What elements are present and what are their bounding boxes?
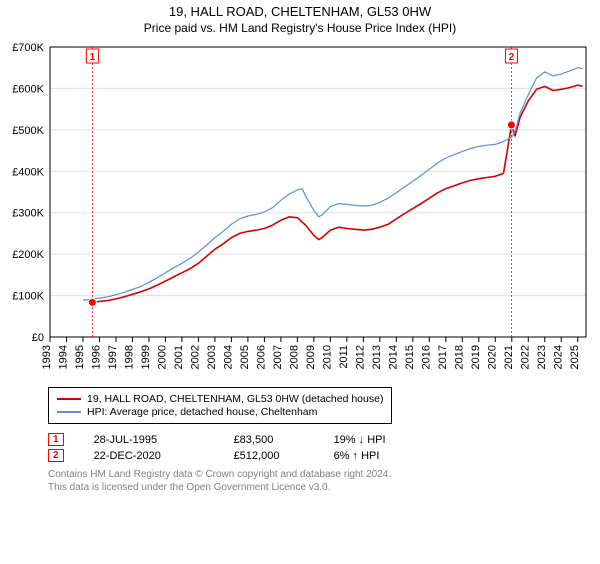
svg-text:2012: 2012 — [354, 345, 366, 369]
svg-text:2011: 2011 — [338, 345, 350, 369]
svg-text:2016: 2016 — [420, 345, 432, 369]
sale-hpi-delta: 19% ↓ HPI — [334, 434, 414, 446]
page-title: 19, HALL ROAD, CHELTENHAM, GL53 0HW — [0, 4, 600, 19]
svg-text:£600K: £600K — [12, 83, 44, 95]
svg-text:£200K: £200K — [12, 249, 44, 261]
svg-text:2015: 2015 — [404, 345, 416, 369]
svg-text:£100K: £100K — [12, 291, 44, 303]
svg-text:2007: 2007 — [272, 345, 284, 369]
svg-text:2006: 2006 — [255, 345, 267, 369]
svg-text:1998: 1998 — [123, 345, 135, 369]
svg-text:1995: 1995 — [74, 345, 86, 369]
sale-badge: 2 — [48, 449, 64, 462]
svg-text:2000: 2000 — [156, 345, 168, 369]
svg-text:2019: 2019 — [470, 345, 482, 369]
sale-date: 22-DEC-2020 — [94, 450, 204, 462]
svg-text:2004: 2004 — [222, 345, 234, 369]
svg-text:2024: 2024 — [552, 345, 564, 369]
svg-text:1999: 1999 — [140, 345, 152, 369]
svg-text:2009: 2009 — [305, 345, 317, 369]
svg-text:£0: £0 — [32, 332, 44, 344]
svg-text:1997: 1997 — [107, 345, 119, 369]
svg-text:2025: 2025 — [569, 345, 581, 369]
sales-table: 1 28-JUL-1995 £83,500 19% ↓ HPI 2 22-DEC-2020… — [48, 433, 600, 462]
sale-price: £512,000 — [234, 450, 304, 462]
svg-text:1993: 1993 — [41, 345, 53, 369]
svg-text:2: 2 — [509, 52, 515, 63]
svg-text:2021: 2021 — [503, 345, 515, 369]
footer-line: Contains HM Land Registry data © Crown c… — [48, 468, 600, 481]
svg-text:2010: 2010 — [321, 345, 333, 369]
page-subtitle: Price paid vs. HM Land Registry's House … — [0, 21, 600, 35]
sale-row: 2 22-DEC-2020 £512,000 6% ↑ HPI — [48, 449, 600, 462]
svg-text:2013: 2013 — [371, 345, 383, 369]
legend-label: 19, HALL ROAD, CHELTENHAM, GL53 0HW (det… — [87, 393, 383, 405]
legend-row: 19, HALL ROAD, CHELTENHAM, GL53 0HW (det… — [57, 393, 383, 405]
svg-text:2017: 2017 — [437, 345, 449, 369]
chart-container: £0 £100K £200K £300K £400K £500K £600K £700K 199… — [0, 41, 600, 381]
footer-line: This data is licensed under the Open Gov… — [48, 481, 600, 494]
svg-text:2008: 2008 — [288, 345, 300, 369]
svg-text:£400K: £400K — [12, 166, 44, 178]
svg-text:2002: 2002 — [189, 345, 201, 369]
legend-label: HPI: Average price, detached house, Chel… — [87, 406, 317, 418]
svg-text:2023: 2023 — [536, 345, 548, 369]
svg-text:1994: 1994 — [57, 345, 69, 369]
svg-text:2020: 2020 — [486, 345, 498, 369]
svg-text:2022: 2022 — [519, 345, 531, 369]
svg-text:2018: 2018 — [453, 345, 465, 369]
svg-text:1: 1 — [90, 52, 96, 63]
price-chart: £0 £100K £200K £300K £400K £500K £600K £700K 199… — [0, 41, 600, 381]
sale-hpi-delta: 6% ↑ HPI — [334, 450, 414, 462]
svg-text:2014: 2014 — [387, 345, 399, 369]
chart-legend: 19, HALL ROAD, CHELTENHAM, GL53 0HW (det… — [48, 387, 392, 424]
svg-text:£300K: £300K — [12, 208, 44, 220]
legend-row: HPI: Average price, detached house, Chel… — [57, 406, 383, 418]
sale-row: 1 28-JUL-1995 £83,500 19% ↓ HPI — [48, 433, 600, 446]
sale-date: 28-JUL-1995 — [94, 434, 204, 446]
svg-text:2003: 2003 — [206, 345, 218, 369]
svg-text:1996: 1996 — [90, 345, 102, 369]
sale-badge: 1 — [48, 433, 64, 446]
attribution-footer: Contains HM Land Registry data © Crown c… — [48, 468, 600, 494]
legend-swatch — [57, 398, 81, 400]
sale-price: £83,500 — [234, 434, 304, 446]
svg-text:2005: 2005 — [239, 345, 251, 369]
svg-text:2001: 2001 — [173, 345, 185, 369]
legend-swatch — [57, 411, 81, 413]
svg-text:£700K: £700K — [12, 42, 44, 54]
svg-text:£500K: £500K — [12, 125, 44, 137]
